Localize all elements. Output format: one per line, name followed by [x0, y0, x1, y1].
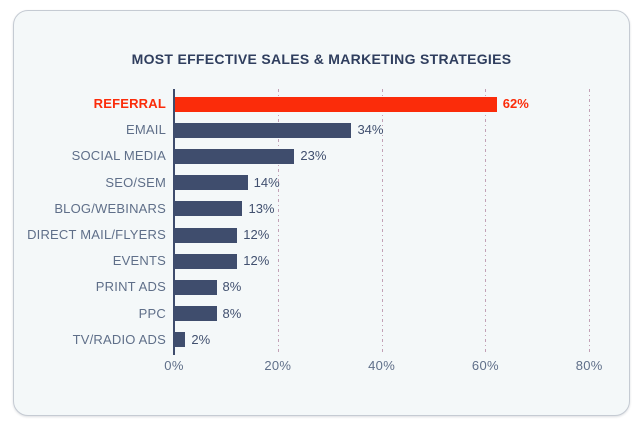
bar: [175, 122, 352, 138]
chart-card: MOST EFFECTIVE SALES & MARKETING STRATEG…: [13, 10, 630, 416]
bar-chart-plot: REFERRAL 62% EMAIL 34% SOCIAL MEDIA 23% SEO/SE…: [14, 11, 629, 415]
category-label: DIRECT MAIL/FLYERS: [27, 227, 166, 242]
category-label: PPC: [138, 305, 166, 321]
gridline-80: [589, 89, 591, 355]
category-label: REFERRAL: [93, 96, 166, 111]
bar: [175, 253, 238, 269]
x-tick-label: 0%: [164, 358, 184, 373]
value-label: 8%: [222, 279, 242, 295]
value-label: 12%: [243, 227, 270, 242]
bar: [175, 280, 217, 295]
value-label: 23%: [300, 148, 327, 164]
bar: [175, 201, 243, 217]
bar: [175, 227, 238, 243]
category-label: PRINT ADS: [95, 279, 166, 295]
category-label: TV/RADIO ADS: [72, 331, 166, 347]
x-tick-label: 40%: [368, 358, 396, 373]
category-label: BLOG/WEBINARS: [54, 200, 166, 216]
value-label: 14%: [253, 174, 280, 190]
value-label: 62%: [502, 96, 529, 111]
value-label: 34%: [357, 122, 384, 138]
category-label: EVENTS: [112, 253, 166, 269]
y-axis-line: [173, 89, 175, 355]
bar: [175, 332, 186, 348]
bar: [175, 96, 497, 112]
category-label: SEO/SEM: [105, 174, 166, 190]
bar: [175, 149, 295, 164]
value-label: 2%: [191, 331, 211, 347]
x-tick-label: 80%: [575, 358, 603, 373]
value-label: 8%: [222, 305, 242, 321]
bar: [175, 175, 248, 191]
chart-title: MOST EFFECTIVE SALES & MARKETING STRATEG…: [131, 51, 512, 67]
value-label: 12%: [243, 253, 270, 269]
gridline-40: [381, 89, 383, 355]
x-tick-label: 60%: [471, 358, 499, 373]
bar: [175, 306, 217, 322]
value-label: 13%: [248, 200, 275, 216]
gridline-60: [485, 89, 487, 355]
gridline-20: [277, 89, 279, 355]
category-label: SOCIAL MEDIA: [71, 148, 166, 164]
x-tick-label: 20%: [264, 358, 292, 373]
category-label: EMAIL: [125, 122, 166, 138]
